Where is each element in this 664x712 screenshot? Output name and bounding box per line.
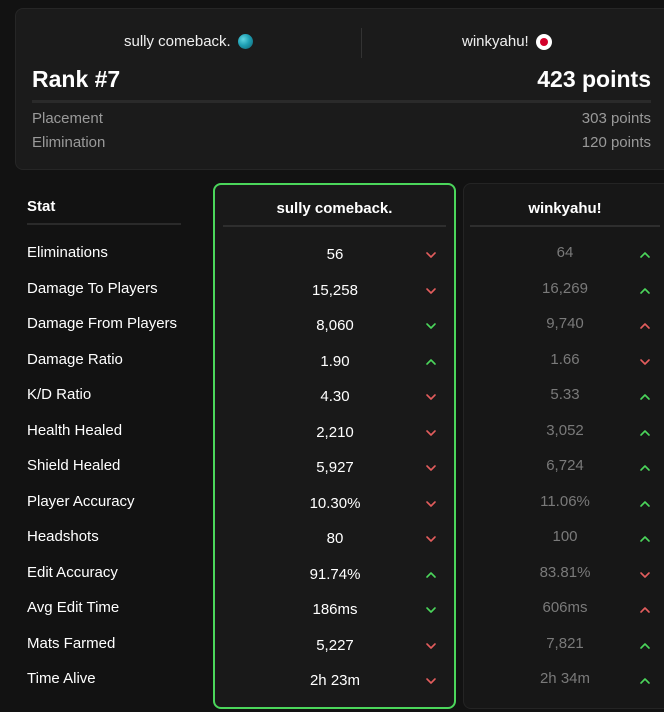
player2-stat-value: 16,269 bbox=[542, 280, 588, 297]
player1-stat-value: 1.90 bbox=[320, 353, 350, 370]
stat-label: Damage To Players bbox=[27, 280, 158, 297]
chevron-up-icon bbox=[640, 394, 650, 400]
player1-stat-value: 4.30 bbox=[320, 388, 350, 405]
player1-stat-value: 5,927 bbox=[316, 459, 354, 476]
player2-stat-value: 3,052 bbox=[546, 422, 584, 439]
player1-stat-value: 91.74% bbox=[309, 566, 361, 583]
player1-column bbox=[213, 183, 456, 709]
summary-card bbox=[15, 8, 664, 170]
player1-stat-value: 10.30% bbox=[309, 495, 361, 512]
stat-label: Headshots bbox=[27, 528, 99, 545]
player1-label: sully comeback. bbox=[124, 33, 231, 50]
player1-stat-value: 5,227 bbox=[316, 637, 354, 654]
chevron-up-icon bbox=[640, 323, 650, 329]
chevron-down-icon bbox=[426, 536, 436, 542]
chevron-down-icon bbox=[640, 572, 650, 578]
chevron-up-icon bbox=[640, 501, 650, 507]
chevron-up-icon bbox=[426, 359, 436, 365]
rank-title: Rank #7 bbox=[32, 66, 121, 92]
chevron-up-icon bbox=[640, 607, 650, 613]
placement-value: 303 points bbox=[581, 110, 651, 127]
player1-stat-value: 2,210 bbox=[316, 424, 354, 441]
player1-stat-value: 15,258 bbox=[312, 282, 358, 299]
player2-stat-value: 606ms bbox=[542, 599, 588, 616]
chevron-down-icon bbox=[640, 359, 650, 365]
stat-label: Health Healed bbox=[27, 422, 123, 439]
stat-label: Shield Healed bbox=[27, 457, 121, 474]
player1-stat-value: 186ms bbox=[312, 601, 358, 618]
player2-stat-value: 64 bbox=[556, 244, 574, 261]
chevron-down-icon bbox=[426, 430, 436, 436]
chevron-down-icon bbox=[426, 643, 436, 649]
stat-label: Player Accuracy bbox=[27, 493, 135, 510]
chevron-up-icon bbox=[640, 430, 650, 436]
chevron-up-icon bbox=[640, 252, 650, 258]
total-points: 423 points bbox=[537, 66, 651, 92]
chevron-down-icon bbox=[426, 678, 436, 684]
player1-column-header: sully comeback. bbox=[276, 200, 393, 217]
player2-stat-value: 100 bbox=[552, 528, 578, 545]
stat-label: Avg Edit Time bbox=[27, 599, 120, 616]
player2-stat-value: 5.33 bbox=[550, 386, 580, 403]
player1-header-underline bbox=[223, 225, 446, 227]
stat-label: Edit Accuracy bbox=[27, 564, 118, 581]
player2-label: winkyahu! bbox=[462, 33, 529, 50]
stat-label: Damage From Players bbox=[27, 315, 178, 332]
stat-label: Eliminations bbox=[27, 244, 108, 261]
player2-stat-value: 7,821 bbox=[546, 635, 584, 652]
chevron-down-icon bbox=[426, 607, 436, 613]
elimination-value: 120 points bbox=[581, 134, 651, 151]
player-divider bbox=[361, 28, 362, 58]
chevron-down-icon bbox=[426, 288, 436, 294]
chevron-up-icon bbox=[640, 288, 650, 294]
chevron-up-icon bbox=[426, 572, 436, 578]
player1-stat-value: 2h 23m bbox=[309, 672, 361, 689]
player2-stat-value: 2h 34m bbox=[539, 670, 591, 687]
player2-stat-value: 11.06% bbox=[540, 493, 590, 510]
chevron-down-icon bbox=[426, 394, 436, 400]
japan-flag-icon bbox=[535, 33, 552, 50]
player2-stat-value: 1.66 bbox=[550, 351, 580, 368]
player1-stat-value: 8,060 bbox=[316, 317, 354, 334]
stat-label: Time Alive bbox=[27, 670, 96, 687]
player2-column bbox=[463, 183, 664, 709]
stat-column-header: Stat bbox=[27, 198, 56, 215]
stat-label: K/D Ratio bbox=[27, 386, 92, 403]
player2-stat-value: 9,740 bbox=[546, 315, 584, 332]
placement-label: Placement bbox=[32, 110, 103, 127]
stat-label: Damage Ratio bbox=[27, 351, 123, 368]
player1-name: sully comeback. bbox=[124, 33, 253, 50]
stat-header-underline bbox=[27, 223, 181, 225]
stat-label: Mats Farmed bbox=[27, 635, 116, 652]
chevron-up-icon bbox=[640, 643, 650, 649]
elimination-label: Elimination bbox=[32, 134, 106, 151]
chevron-down-icon bbox=[426, 252, 436, 258]
summary-divider bbox=[32, 100, 651, 103]
player2-stat-value: 83.81% bbox=[539, 564, 591, 581]
player2-name: winkyahu! bbox=[462, 33, 552, 50]
player1-stat-value: 56 bbox=[326, 246, 344, 263]
chevron-up-icon bbox=[640, 536, 650, 542]
chevron-down-icon bbox=[426, 323, 436, 329]
chevron-down-icon bbox=[426, 465, 436, 471]
chevron-up-icon bbox=[640, 465, 650, 471]
globe-icon bbox=[237, 34, 253, 49]
chevron-down-icon bbox=[426, 501, 436, 507]
chevron-up-icon bbox=[640, 678, 650, 684]
player2-column-header: winkyahu! bbox=[528, 200, 602, 217]
player2-header-underline bbox=[470, 225, 660, 227]
player2-stat-value: 6,724 bbox=[546, 457, 584, 474]
player1-stat-value: 80 bbox=[326, 530, 344, 547]
